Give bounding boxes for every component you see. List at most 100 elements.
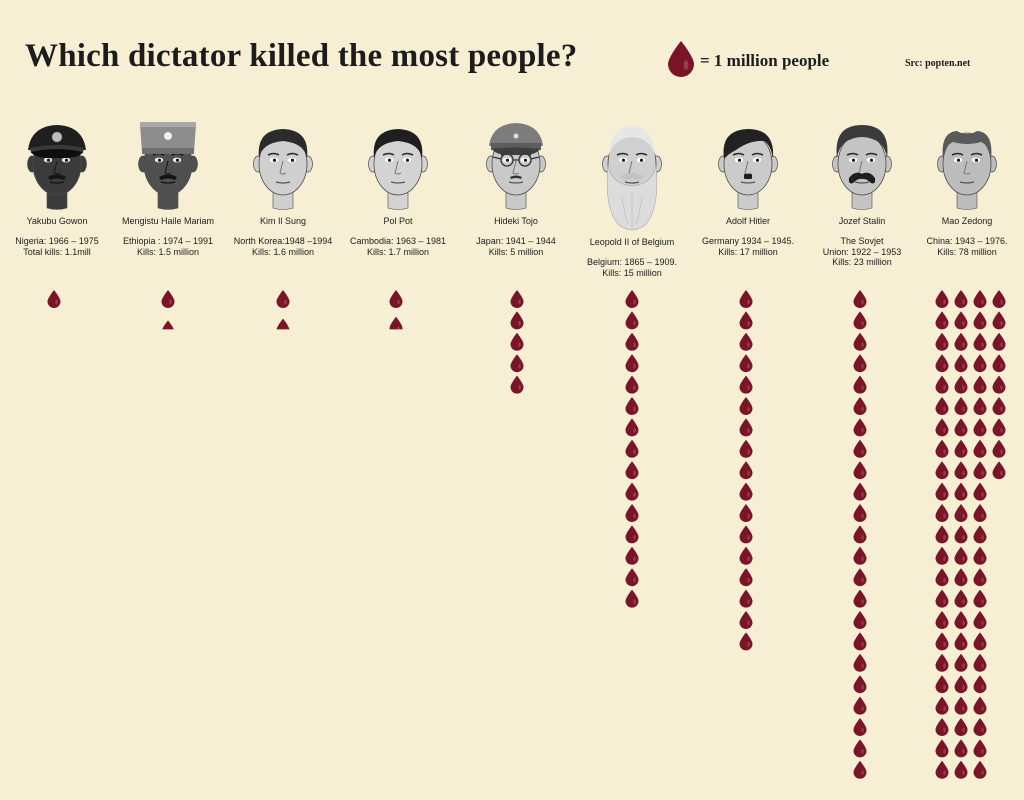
blood-drop-icon	[954, 653, 968, 672]
drop-stack	[47, 290, 61, 308]
blood-drop-icon	[973, 290, 987, 308]
blood-drop-icon	[973, 589, 987, 608]
dictator-column-adolf-hitler: Adolf Hitler Germany 1934 – 1945. Kills:…	[691, 112, 805, 257]
blood-drop-icon	[954, 589, 968, 608]
blood-drop-icon	[510, 375, 524, 394]
blood-drop-icon	[625, 375, 639, 394]
dictator-column-mao-zedong: Mao Zedong China: 1943 – 1976. Kills: 78…	[910, 112, 1024, 257]
blood-drop-icon	[668, 41, 694, 77]
blood-drop-icon	[973, 354, 987, 373]
blood-drop-icon	[935, 375, 949, 394]
blood-drop-icon	[954, 718, 968, 736]
blood-drop-icon	[739, 525, 753, 544]
blood-drop-icon	[47, 290, 61, 308]
blood-drop-icon	[954, 739, 968, 758]
blood-drop-icon	[853, 589, 867, 608]
dictator-name: Mengistu Haile Mariam	[121, 216, 215, 226]
dictator-kills: Kills: 17 million	[718, 246, 778, 257]
dictator-country-years: North Korea:1948 –1994	[233, 236, 333, 246]
drop-stack	[510, 290, 524, 394]
blood-drop-icon	[954, 611, 968, 629]
drop-stack	[161, 290, 175, 330]
dictator-country-years: China: 1943 – 1976.	[926, 236, 1008, 246]
drop-stack	[625, 290, 639, 608]
blood-drop-icon	[739, 290, 753, 308]
blood-drop-icon	[973, 760, 987, 779]
blood-drop-icon	[853, 439, 867, 458]
blood-drop-icon	[739, 632, 753, 651]
dictator-country-years: The Sovjet Union: 1922 – 1953	[822, 236, 902, 257]
blood-drop-icon	[739, 546, 753, 565]
blood-drop-icon	[973, 504, 987, 522]
blood-drop-icon	[625, 461, 639, 480]
blood-drop-icon	[625, 332, 639, 351]
blood-drop-icon	[510, 290, 524, 308]
blood-drop-icon	[853, 675, 867, 694]
blood-drop-icon	[935, 632, 949, 651]
portrait-mengistu-haile-mariam	[138, 122, 198, 210]
blood-drop-icon	[853, 290, 867, 308]
blood-drop-icon	[954, 546, 968, 565]
blood-drop-icon	[853, 568, 867, 587]
dictator-country-years: Belgium: 1865 – 1909.	[586, 257, 678, 267]
dictator-country-years: Nigeria: 1966 – 1975	[15, 236, 99, 246]
blood-drop-icon	[935, 397, 949, 415]
blood-drop-icon	[853, 504, 867, 522]
blood-drop-icon	[992, 332, 1006, 351]
blood-drop-icon	[389, 290, 403, 308]
dictator-kills: Kills: 78 million	[937, 246, 997, 257]
portrait-hideki-tojo	[486, 123, 546, 210]
blood-drop-icon	[935, 504, 949, 522]
dictator-kills: Kills: 15 million	[602, 267, 662, 278]
dictator-column-pol-pot: Pol Pot Cambodia: 1963 – 1981 Kills: 1.7…	[341, 112, 455, 257]
blood-drop-icon	[935, 589, 949, 608]
blood-drop-icon	[935, 675, 949, 694]
blood-drop-icon	[625, 311, 639, 330]
blood-drop-icon	[625, 546, 639, 565]
blood-drop-icon	[973, 482, 987, 501]
legend-label: = 1 million people	[700, 51, 830, 70]
blood-drop-icon	[625, 589, 639, 608]
dictator-kills: Kills: 1.5 million	[136, 246, 200, 257]
blood-drop-icon	[973, 375, 987, 394]
blood-drop-icon	[935, 546, 949, 565]
dictator-column-mengistu-haile-mariam: Mengistu Haile Mariam Ethiopia : 1974 – …	[111, 112, 225, 257]
blood-drop-icon	[935, 418, 949, 437]
blood-drop-icon	[992, 290, 1006, 308]
blood-drop-icon	[853, 397, 867, 415]
blood-drop-icon	[853, 611, 867, 629]
blood-drop-icon	[625, 354, 639, 373]
blood-drop-icon	[954, 311, 968, 330]
blood-drop-icon	[992, 461, 1006, 480]
blood-drop-icon	[161, 290, 175, 308]
blood-drop-icon	[973, 525, 987, 544]
blood-drop-icon	[973, 568, 987, 587]
blood-drop-icon	[973, 418, 987, 437]
dictator-column-kim-il-sung: Kim Il Sung North Korea:1948 –1994 Kills…	[226, 112, 340, 257]
blood-drop-icon	[954, 290, 968, 308]
blood-drop-icon	[935, 611, 949, 629]
blood-drop-icon	[739, 504, 753, 522]
blood-drop-icon	[973, 739, 987, 758]
blood-drop-icon	[954, 461, 968, 480]
blood-drop-icon	[739, 439, 753, 458]
dictator-kills: Kills: 1.7 million	[366, 246, 430, 257]
blood-drop-icon	[625, 439, 639, 458]
dictator-column-leopold-ii: Leopold II of Belgium Belgium: 1865 – 19…	[575, 112, 689, 278]
blood-drop-icon	[954, 332, 968, 351]
blood-drop-icon	[739, 568, 753, 587]
dictator-kills: Kills: 5 million	[488, 246, 544, 257]
blood-drop-icon	[853, 696, 867, 715]
dictator-kills: Kills: 23 million	[832, 257, 892, 267]
dictator-country-years: Cambodia: 1963 – 1981	[349, 236, 447, 246]
blood-drop-icon	[973, 632, 987, 651]
blood-drop-icon	[935, 568, 949, 587]
blood-drop-icon	[935, 354, 949, 373]
portrait-pol-pot	[368, 129, 428, 210]
partial-blood-drop-icon	[276, 318, 290, 330]
blood-drop-icon	[935, 739, 949, 758]
dictator-column-yakubu-gowon: Yakubu Gowon Nigeria: 1966 – 1975 Total …	[0, 112, 114, 257]
dictator-column-hideki-tojo: Hideki Tojo Japan: 1941 – 1944 Kills: 5 …	[459, 112, 573, 257]
blood-drop-icon	[853, 632, 867, 651]
blood-drop-icon	[853, 354, 867, 373]
